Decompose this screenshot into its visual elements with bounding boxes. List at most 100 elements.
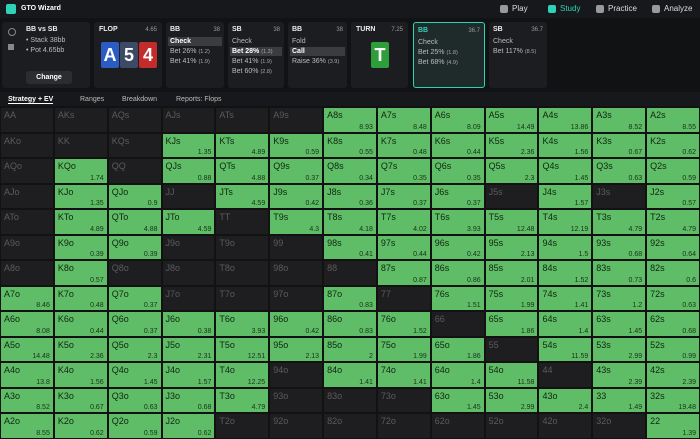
hand-cell[interactable]: 84s 1.52 <box>538 260 593 286</box>
action-item[interactable]: Bet 25% (1.8) <box>416 48 482 57</box>
hand-cell[interactable]: T5o 12.51 <box>215 336 270 363</box>
hand-cell[interactable]: T2s 4.79 <box>646 209 700 235</box>
action-item[interactable]: Check <box>491 37 545 46</box>
hand-cell[interactable]: 77 <box>376 285 431 312</box>
hand-cell[interactable]: ATo <box>0 209 54 235</box>
hand-cell[interactable]: J5s <box>484 183 539 210</box>
hand-cell[interactable]: J8o <box>161 260 216 286</box>
hand-cell[interactable]: AQo <box>0 158 54 184</box>
hand-cell[interactable]: 32o <box>592 413 647 439</box>
hand-cell[interactable]: 74o 1.41 <box>376 362 431 388</box>
hand-cell[interactable]: 95o 2.13 <box>269 336 324 363</box>
hand-cell[interactable]: 94s 1.5 <box>538 234 593 261</box>
tab[interactable]: Ranges <box>80 96 105 103</box>
hand-cell[interactable]: 85o 2 <box>323 336 377 363</box>
hand-cell[interactable]: A6s 8.09 <box>430 107 485 133</box>
hand-cell[interactable]: Q5o 2.3 <box>107 336 162 363</box>
hand-cell[interactable]: QTs 4.88 <box>215 158 270 184</box>
hand-cell[interactable]: 72o <box>376 413 431 439</box>
hand-cell[interactable]: J8s 0.36 <box>323 183 377 210</box>
hand-cell[interactable]: 74s 1.41 <box>538 285 593 312</box>
hand-cell[interactable]: J6o 0.38 <box>161 311 216 337</box>
action-panel[interactable]: SB 36.7 Check Bet 117% (8.5) <box>489 22 547 88</box>
hand-cell[interactable]: A7o 8.46 <box>0 285 54 312</box>
hand-cell[interactable]: 88 <box>323 260 377 286</box>
hand-cell[interactable]: KTs 4.89 <box>215 132 270 159</box>
hand-cell[interactable]: 97o <box>269 285 324 312</box>
hand-cell[interactable]: KJo 1.35 <box>53 183 108 210</box>
hand-cell[interactable]: 75s 1.99 <box>484 285 539 312</box>
hand-cell[interactable]: KJs 1.35 <box>161 132 216 159</box>
hand-cell[interactable]: 66 <box>430 311 485 337</box>
hand-cell[interactable]: T4s 12.19 <box>538 209 593 235</box>
hand-cell[interactable]: 64o 1.4 <box>430 362 485 388</box>
hand-cell[interactable]: J7o <box>161 285 216 312</box>
hand-cell[interactable]: QQ <box>107 158 162 184</box>
hand-cell[interactable]: T7s 4.02 <box>376 209 431 235</box>
hand-cell[interactable]: Q2o 0.59 <box>107 413 162 439</box>
hand-cell[interactable]: J3o 0.68 <box>161 387 216 414</box>
hand-cell[interactable]: ATs <box>215 107 270 133</box>
hand-cell[interactable]: K2o 0.62 <box>53 413 108 439</box>
hand-cell[interactable]: K7o 0.48 <box>53 285 108 312</box>
hand-cell[interactable]: Q7o 0.37 <box>107 285 162 312</box>
action-panel[interactable]: SB 38 Check Bet 28% (1.3) Bet 41% (1.9) Bet 60%… <box>228 22 284 88</box>
hand-cell[interactable]: JTs 4.59 <box>215 183 270 210</box>
hand-cell[interactable]: KTo 4.89 <box>53 209 108 235</box>
logo[interactable]: GTO Wizard <box>21 5 61 12</box>
nav-icon[interactable] <box>596 5 604 13</box>
action-panel[interactable]: BB 36.7 Check Bet 25% (1.8) Bet 68% (4.9) <box>413 22 485 88</box>
hand-cell[interactable]: 52o <box>484 413 539 439</box>
hand-cell[interactable]: T3s 4.79 <box>592 209 647 235</box>
hand-cell[interactable]: AJo <box>0 183 54 210</box>
nav-icon[interactable] <box>652 5 660 13</box>
hand-cell[interactable]: 92o <box>269 413 324 439</box>
hand-cell[interactable]: 73s 1.2 <box>592 285 647 312</box>
hand-cell[interactable]: K5s 2.36 <box>484 132 539 159</box>
hand-cell[interactable]: KQs <box>107 132 162 159</box>
nav-item[interactable]: Play <box>512 4 528 13</box>
hand-cell[interactable]: K9o 0.39 <box>53 234 108 261</box>
hand-cell[interactable]: T9s 4.3 <box>269 209 324 235</box>
hand-cell[interactable]: AA <box>0 107 54 133</box>
nav-item[interactable]: Practice <box>608 4 637 13</box>
hand-cell[interactable]: K8s 0.55 <box>323 132 377 159</box>
hand-cell[interactable]: J7s 0.37 <box>376 183 431 210</box>
nav-icon[interactable] <box>548 5 556 13</box>
hand-cell[interactable]: A8o <box>0 260 54 286</box>
hand-cell[interactable]: 32s 19.48 <box>646 387 700 414</box>
action-item[interactable]: Check <box>416 38 482 47</box>
hand-cell[interactable]: QJo 0.9 <box>107 183 162 210</box>
save-icon[interactable] <box>8 44 14 50</box>
hand-cell[interactable]: 93o <box>269 387 324 414</box>
hand-cell[interactable]: 84o 1.41 <box>323 362 377 388</box>
hand-cell[interactable]: A2s 8.55 <box>646 107 700 133</box>
hand-cell[interactable]: J9s 0.42 <box>269 183 324 210</box>
hand-cell[interactable]: KQo 1.74 <box>53 158 108 184</box>
hand-cell[interactable]: A3o 8.52 <box>0 387 54 414</box>
hand-cell[interactable]: T7o <box>215 285 270 312</box>
hand-cell[interactable]: K9s 0.59 <box>269 132 324 159</box>
hand-cell[interactable]: 72s 0.63 <box>646 285 700 312</box>
hand-cell[interactable]: 33 1.49 <box>592 387 647 414</box>
turn-panel[interactable]: TURN 7.25 T <box>351 22 408 88</box>
action-item[interactable]: Bet 28% (1.3) <box>230 47 282 56</box>
hand-cell[interactable]: QTo 4.88 <box>107 209 162 235</box>
hand-cell[interactable]: Q8o <box>107 260 162 286</box>
hand-cell[interactable]: K8o 0.57 <box>53 260 108 286</box>
hand-cell[interactable]: T8o <box>215 260 270 286</box>
hand-cell[interactable]: 63o 1.45 <box>430 387 485 414</box>
hand-cell[interactable]: 92s 0.64 <box>646 234 700 261</box>
hand-cell[interactable]: Q6o 0.37 <box>107 311 162 337</box>
hand-cell[interactable]: QJs 0.88 <box>161 158 216 184</box>
hand-cell[interactable]: Q4o 1.45 <box>107 362 162 388</box>
hand-cell[interactable]: A5s 14.49 <box>484 107 539 133</box>
hand-cell[interactable]: Q7s 0.35 <box>376 158 431 184</box>
hand-cell[interactable]: Q9o 0.39 <box>107 234 162 261</box>
action-item[interactable]: Check <box>230 37 282 46</box>
hand-cell[interactable]: T5s 12.48 <box>484 209 539 235</box>
hand-cell[interactable]: Q4s 1.45 <box>538 158 593 184</box>
hand-cell[interactable]: 63s 1.45 <box>592 311 647 337</box>
hand-cell[interactable]: J3s <box>592 183 647 210</box>
hand-cell[interactable]: A9o <box>0 234 54 261</box>
